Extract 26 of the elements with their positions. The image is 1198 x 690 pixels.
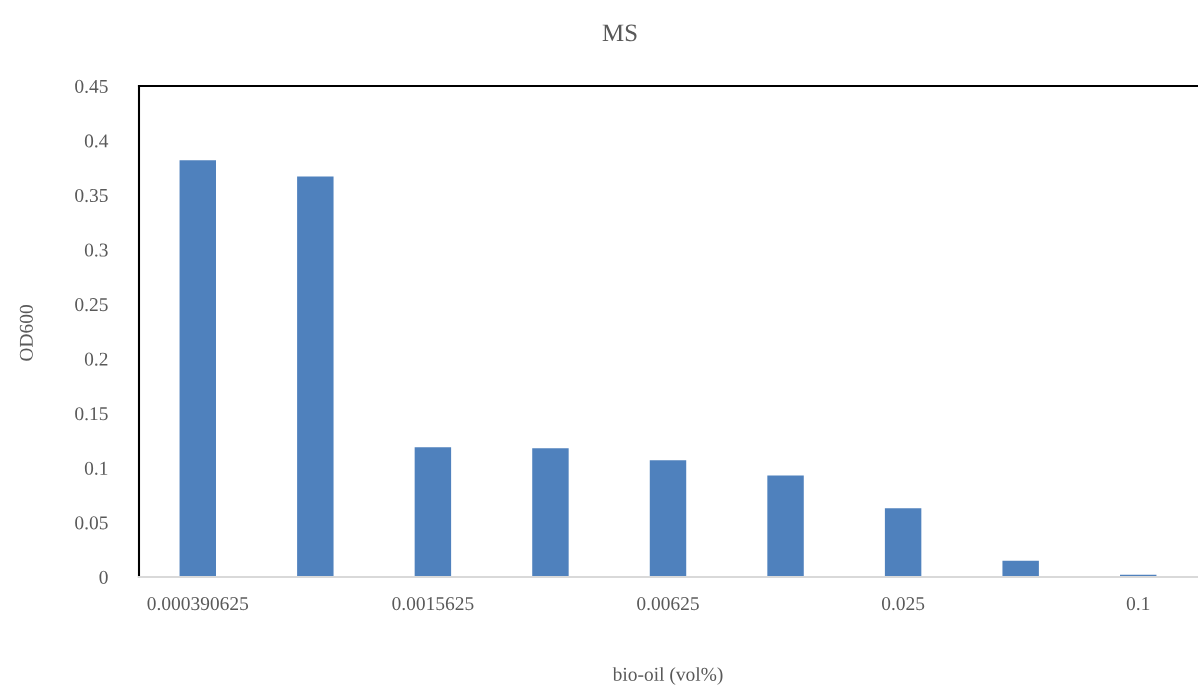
bar xyxy=(1002,560,1039,577)
y-tick-label: 0.15 xyxy=(75,407,108,421)
y-tick-label: 0.3 xyxy=(84,243,108,257)
bar xyxy=(767,475,804,577)
y-tick-label: 0 xyxy=(99,570,108,584)
bar xyxy=(884,508,922,577)
x-axis-title: bio-oil (vol%) xyxy=(612,667,723,685)
chart-title: MS xyxy=(602,24,637,42)
y-tick-label: 0.2 xyxy=(84,352,108,366)
y-axis-title: OD600 xyxy=(19,305,33,361)
bar xyxy=(414,447,452,577)
bar xyxy=(649,460,687,577)
y-tick-label: 0.05 xyxy=(75,516,108,530)
bar xyxy=(179,160,216,577)
y-tick-label: 0.25 xyxy=(75,298,108,312)
bar xyxy=(297,176,334,577)
y-tick-label: 0.35 xyxy=(75,188,108,203)
y-tick-label: 0.1 xyxy=(84,461,108,475)
x-tick-label: 0.025 xyxy=(881,597,925,611)
x-tick-label: 0.00625 xyxy=(637,597,699,611)
x-tick-label: 0.1 xyxy=(1126,597,1150,611)
bar xyxy=(532,448,569,577)
x-tick-label: 0.0015625 xyxy=(392,597,474,611)
y-tick-label: 0.45 xyxy=(75,79,108,94)
x-tick-label: 0.000390625 xyxy=(147,597,249,611)
y-tick-label: 0.4 xyxy=(84,134,109,148)
